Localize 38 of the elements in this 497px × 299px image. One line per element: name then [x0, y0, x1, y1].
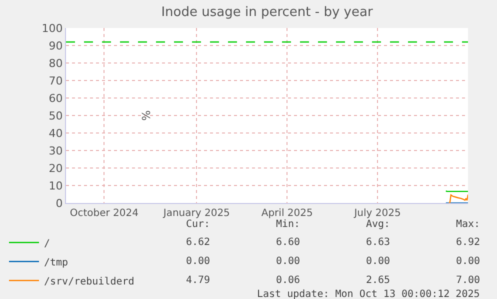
legend-label: / — [44, 238, 50, 250]
x-tick-label: January 2025 — [162, 208, 230, 219]
text: 0.00 — [276, 256, 300, 267]
text: 6.62 — [186, 237, 210, 248]
chart-title: Inode usage in percent - by year — [161, 5, 374, 20]
text: 7.00 — [456, 275, 480, 286]
text: Last update: Mon Oct 13 00:00:12 2025 — [257, 289, 480, 299]
x-tick-label: October 2024 — [70, 208, 139, 219]
y-tick-label: 60 — [48, 92, 63, 105]
y-tick-label: 20 — [48, 162, 63, 175]
y-tick-label: 10 — [48, 179, 63, 192]
text: 6.60 — [276, 237, 300, 248]
y-tick-label: 30 — [48, 144, 63, 158]
text: 0.06 — [276, 275, 300, 286]
y-tick-label: 100 — [42, 22, 63, 35]
legend-label: /srv/rebuilderd — [44, 276, 134, 288]
y-tick-label: 80 — [48, 56, 63, 70]
legend-label: /tmp — [44, 257, 68, 268]
y-axis-title: % — [140, 110, 153, 121]
y-tick-label: 70 — [48, 74, 63, 88]
text: Min: — [276, 219, 300, 230]
text: Cur: — [186, 219, 210, 230]
x-tick-label: July 2025 — [353, 208, 401, 219]
text: Avg: — [366, 219, 390, 230]
y-tick-label: 40 — [48, 126, 63, 140]
text: 6.92 — [456, 237, 480, 248]
text: 2.65 — [366, 275, 390, 286]
y-tick-label: 90 — [48, 39, 63, 52]
text: 0.00 — [186, 256, 210, 267]
text: 6.63 — [366, 237, 390, 248]
text: 0.00 — [456, 256, 480, 267]
y-tick-label: 0 — [56, 196, 63, 210]
x-tick-label: April 2025 — [261, 208, 313, 219]
text: 4.79 — [186, 275, 210, 286]
line-series — [448, 194, 468, 203]
text: 0.00 — [366, 256, 390, 267]
y-tick-label: 50 — [48, 109, 63, 122]
text: Max: — [456, 219, 480, 230]
